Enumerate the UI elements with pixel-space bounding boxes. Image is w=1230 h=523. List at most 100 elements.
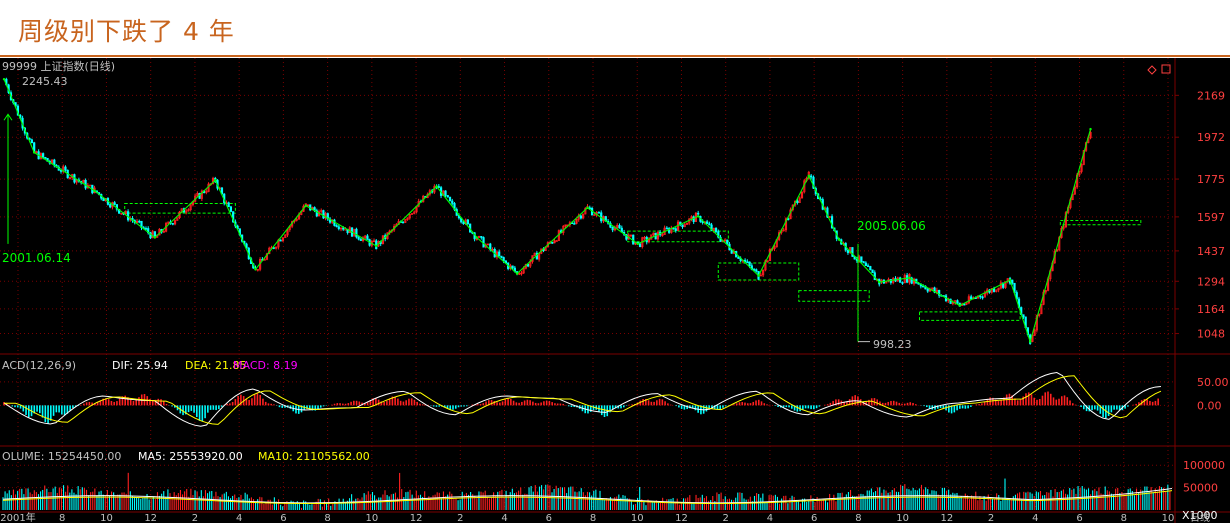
candle-body: [901, 282, 904, 284]
zigzag-point: [1089, 127, 1092, 131]
candle-body: [522, 267, 525, 274]
candle-body: [748, 261, 751, 266]
x-tick-label: 6: [811, 513, 817, 523]
stock-chart-panel[interactable]: 2001年 8 10 12 2 4 6 8 10 12 2 4 6 8 10 12 2 4 6 8 10 12 2 4 6 8 10…: [0, 58, 1230, 523]
candle-body: [717, 231, 720, 238]
candle-body: [320, 210, 323, 212]
zigzag-point: [435, 185, 438, 188]
candle-body: [922, 285, 925, 288]
candle-body: [672, 227, 675, 230]
x-tick-label: 10: [1162, 513, 1175, 523]
candle-body: [68, 177, 72, 179]
candle-body: [926, 288, 929, 292]
candle-body: [665, 227, 668, 230]
zigzag-point: [958, 304, 961, 307]
candle-body: [761, 269, 765, 276]
candle-body: [573, 223, 576, 225]
dea-label: DEA: 21.85: [185, 359, 246, 372]
zigzag-point: [515, 272, 519, 275]
candle-body: [956, 300, 959, 304]
candle-body: [229, 206, 233, 212]
candle-body: [526, 264, 530, 267]
candle-body: [306, 204, 310, 207]
candle-body: [899, 277, 902, 283]
candle-body: [1073, 186, 1076, 195]
candle-body: [279, 239, 282, 242]
candle-body: [1011, 279, 1014, 284]
candle-body: [967, 296, 970, 304]
candle-body: [551, 242, 554, 244]
candle-body: [176, 217, 179, 221]
candle-body: [851, 247, 854, 257]
candle-body: [796, 200, 799, 203]
macd-label: MACD: 8.19: [233, 359, 298, 372]
candle-body: [491, 249, 494, 251]
candle-body: [359, 238, 362, 241]
candle-body: [869, 266, 872, 271]
candle-body: [1022, 314, 1025, 318]
candle-body: [766, 260, 769, 263]
candle-body: [938, 289, 941, 296]
macd-header: ACD(12,26,9): [2, 359, 76, 372]
slide-header: 周级别下跌了 4 年: [0, 0, 1230, 57]
candle-body: [564, 224, 567, 227]
chart-grid: 2001年 8 10 12 2 4 6 8 10 12 2 4 6 8 10 12 2 4 6 8 10 12 2 4 6 8 10…: [0, 58, 1230, 523]
candle-body: [533, 252, 536, 256]
candle-body: [794, 200, 797, 206]
candle-body: [520, 272, 523, 275]
candle-body: [281, 237, 285, 242]
candle-body: [755, 269, 758, 272]
candle-body: [88, 184, 92, 187]
candle-body: [611, 226, 614, 231]
candle-body: [784, 218, 788, 231]
candle-body: [446, 195, 449, 198]
candle-body: [486, 243, 490, 246]
candle-body: [708, 223, 711, 226]
candle-body: [64, 166, 67, 171]
candle-body: [1080, 164, 1083, 172]
candle-body: [828, 216, 831, 218]
candle-body: [723, 239, 727, 242]
y-tick-label: 1048: [1197, 328, 1225, 341]
candle-body: [860, 256, 863, 262]
candle-body: [511, 265, 514, 269]
candle-body: [171, 223, 174, 225]
candle-body: [798, 197, 801, 203]
zigzag-point: [757, 274, 760, 277]
ma10-line: [2, 490, 1173, 505]
x-tick-label: 10: [896, 513, 909, 523]
candle-body: [477, 236, 481, 238]
pivot-zone: [124, 203, 236, 214]
y-tick-label: 1775: [1197, 173, 1225, 186]
candle-body: [444, 190, 447, 196]
zigzag-point: [586, 206, 589, 209]
x-tick-label: 8: [1121, 513, 1127, 523]
candle-body: [1033, 329, 1036, 336]
candle-body: [498, 251, 501, 257]
x-tick-label: 8: [855, 513, 861, 523]
candle-body: [404, 219, 407, 223]
candle-body: [337, 226, 340, 230]
restore-icon[interactable]: [1161, 64, 1171, 74]
candle-body: [683, 224, 686, 228]
ma5-label: MA5: 25553920.00: [138, 450, 243, 463]
candle-body: [173, 220, 177, 225]
candle-body: [401, 221, 405, 224]
chart-canvas[interactable]: 2001年 8 10 12 2 4 6 8 10 12 2 4 6 8 10 12 2 4 6 8 10 12 2 4 6 8 10…: [0, 58, 1230, 523]
candle-body: [227, 202, 230, 208]
diamond-icon[interactable]: [1147, 65, 1157, 75]
candle-body: [364, 235, 367, 239]
candle-body: [990, 288, 993, 293]
candle-body: [697, 212, 700, 215]
candle-body: [30, 139, 33, 144]
candle-body: [167, 221, 170, 224]
candle-body: [618, 225, 621, 229]
zigzag-point: [1008, 278, 1012, 282]
high-value-label: 2245.43: [22, 75, 68, 88]
candle-body: [970, 296, 973, 300]
candle-body: [113, 202, 116, 205]
candle-body: [205, 191, 208, 193]
candle-body: [475, 238, 478, 241]
candle-body: [866, 265, 870, 267]
y-tick-label: 2169: [1197, 89, 1225, 102]
